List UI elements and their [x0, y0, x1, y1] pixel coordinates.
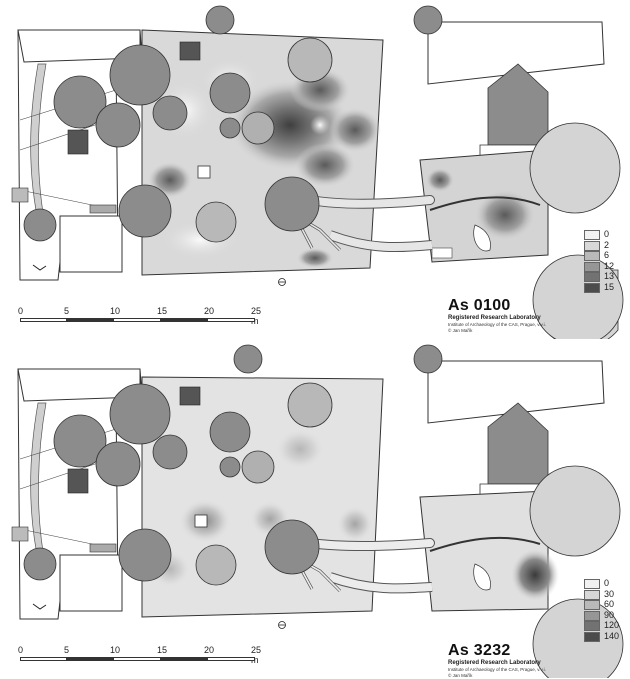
scale-tick: 15 — [157, 645, 168, 655]
legend-swatch — [584, 631, 600, 642]
scale-bar-bottom: 0 5 10 15 20 25 m — [18, 645, 262, 675]
legend-swatch — [584, 251, 600, 261]
legend-swatch — [584, 240, 600, 251]
legend-item: 2 — [584, 239, 630, 252]
scale-tick: 10 — [110, 645, 121, 655]
scale-segment — [160, 318, 208, 322]
legend-item: 0 — [584, 578, 630, 590]
legend-label: 60 — [604, 599, 615, 609]
scale-tick: 0 — [18, 645, 24, 655]
legend-label: 30 — [604, 588, 615, 599]
legend-swatch — [584, 282, 600, 293]
legend-swatch — [584, 600, 600, 610]
scale-tick: 0 — [18, 306, 24, 316]
sample-code: As 3232 — [448, 642, 511, 659]
legend-label: 120 — [604, 620, 620, 630]
scale-segment — [113, 657, 161, 661]
legend-item: 90 — [584, 609, 630, 622]
scale-segment — [20, 318, 67, 322]
scale-segment — [66, 657, 114, 661]
legend-bottom: 0 30 60 90 120 140 — [584, 578, 630, 643]
institute-name: Institute of Archaeology of the CAS, Pra… — [448, 667, 546, 672]
right-trench — [419, 21, 605, 263]
scale-tick: 5 — [64, 306, 70, 316]
scale-tick: 5 — [64, 645, 70, 655]
institute-name: Institute of Archaeology of the CAS, Pra… — [448, 322, 546, 327]
interpolation-surface — [141, 29, 384, 276]
legend-label: 15 — [604, 281, 615, 292]
legend-label: 0 — [604, 578, 610, 588]
legend-item: 15 — [584, 281, 630, 294]
legend-item: 12 — [584, 260, 630, 273]
scale-segment — [207, 657, 255, 661]
legend-swatch — [584, 261, 600, 272]
legend-item: 140 — [584, 630, 630, 643]
feature-details — [11, 386, 286, 629]
feature-details — [11, 41, 286, 286]
legend-swatch — [584, 579, 600, 589]
scale-tick: 20 — [204, 645, 215, 655]
scale-segment — [66, 318, 114, 322]
legend-label: 12 — [604, 260, 615, 271]
caption-bottom: As 3232 Registered Research Laboratory I… — [448, 642, 623, 679]
legend-swatch — [584, 589, 600, 600]
scale-segment — [113, 318, 161, 322]
author-credit: © Jan Mařík — [448, 673, 473, 678]
legend-item: 13 — [584, 271, 630, 283]
site-plan-map-top — [11, 5, 624, 339]
legend-label: 6 — [604, 250, 610, 260]
map-panel-bottom: 0 30 60 90 120 140 0 5 10 15 20 25 m As … — [0, 339, 630, 678]
scale-segment — [207, 318, 255, 322]
legend-label: 13 — [604, 271, 615, 281]
scale-segment — [20, 657, 67, 661]
scale-tick: 15 — [157, 306, 168, 316]
scale-tick: 10 — [110, 306, 121, 316]
legend-item: 6 — [584, 250, 630, 262]
legend-swatch — [584, 230, 600, 240]
sample-code: As 0100 — [448, 297, 511, 314]
legend-label: 90 — [604, 609, 615, 620]
legend-item: 30 — [584, 588, 630, 601]
lab-name: Registered Research Laboratory — [448, 315, 541, 321]
site-plan-map-bottom — [11, 344, 624, 678]
legend-swatch — [584, 272, 600, 282]
legend-top: 0 2 6 12 13 15 — [584, 229, 630, 294]
legend-item: 60 — [584, 599, 630, 611]
scale-bar-top: 0 5 10 15 20 25 m — [18, 306, 262, 336]
legend-label: 2 — [604, 239, 610, 250]
legend-item: 120 — [584, 620, 630, 632]
author-credit: © Jan Mařík — [448, 328, 473, 333]
feature-circles — [23, 5, 624, 339]
scale-tick: 25 m — [251, 306, 262, 326]
legend-swatch — [584, 621, 600, 631]
scale-segment — [160, 657, 208, 661]
legend-swatch — [584, 610, 600, 621]
scale-tick: 20 — [204, 306, 215, 316]
legend-label: 0 — [604, 229, 610, 239]
connecting-path — [294, 538, 435, 594]
legend-label: 140 — [604, 630, 620, 641]
scale-tick: 25 m — [251, 645, 262, 665]
right-trench — [419, 360, 605, 612]
feature-circles — [23, 344, 624, 678]
map-panel-top: 0 2 6 12 13 15 0 5 10 15 20 25 m As 0100… — [0, 0, 630, 339]
lab-name: Registered Research Laboratory — [448, 660, 541, 666]
caption-top: As 0100 Registered Research Laboratory I… — [448, 297, 623, 334]
legend-item: 0 — [584, 229, 630, 241]
